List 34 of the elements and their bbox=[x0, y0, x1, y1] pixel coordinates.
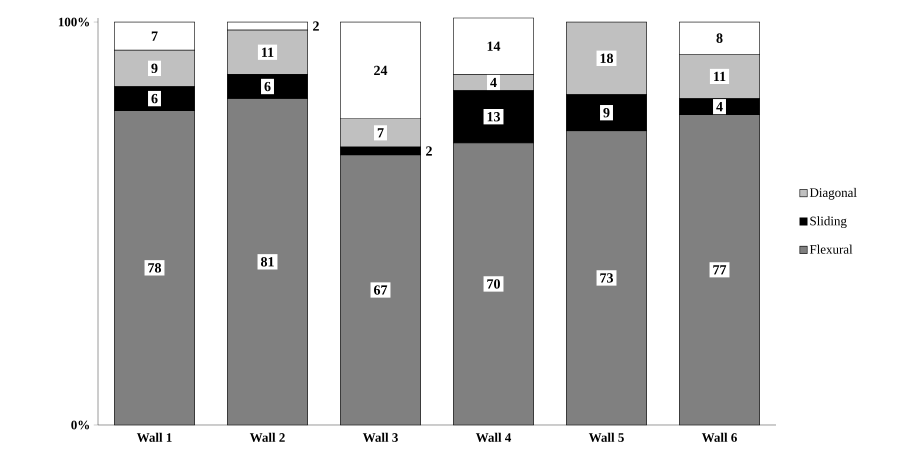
x-tick-label: Wall 5 bbox=[588, 432, 624, 442]
data-label: 6 bbox=[264, 82, 271, 92]
data-label: 7 bbox=[152, 32, 158, 41]
data-label: 11 bbox=[714, 72, 726, 82]
x-tick-label: Wall 1 bbox=[136, 432, 172, 442]
data-label: 8 bbox=[716, 33, 723, 43]
x-tick-label: Wall 4 bbox=[476, 432, 512, 442]
data-label: 7 bbox=[378, 128, 384, 138]
data-label: 18 bbox=[600, 54, 614, 64]
data-label: 77 bbox=[713, 265, 726, 274]
data-label: 9 bbox=[151, 64, 158, 74]
data-label: 9 bbox=[603, 108, 610, 118]
data-label: 78 bbox=[148, 263, 162, 273]
legend-label: Diagonal bbox=[810, 188, 857, 200]
data-label: 14 bbox=[488, 42, 500, 51]
data-label: 24 bbox=[374, 66, 388, 75]
x-tick-label: Wall 2 bbox=[250, 432, 285, 442]
data-label: 4 bbox=[490, 78, 497, 88]
data-label: 13 bbox=[488, 112, 500, 122]
legend-label: Flexural bbox=[810, 244, 852, 254]
data-label: 70 bbox=[487, 279, 500, 289]
x-tick-label: Wall 3 bbox=[362, 432, 398, 442]
data-label: 2 bbox=[313, 21, 319, 31]
data-label: 81 bbox=[261, 257, 274, 267]
data-label: 67 bbox=[374, 285, 388, 295]
data-label: 4 bbox=[716, 102, 723, 112]
y-tick-label: 0% bbox=[71, 420, 90, 430]
y-tick-label: 100% bbox=[58, 18, 90, 26]
data-label: 73 bbox=[600, 273, 614, 283]
legend-label: Sliding bbox=[810, 216, 847, 228]
data-label: 2 bbox=[426, 146, 432, 156]
data-label: 11 bbox=[262, 48, 274, 57]
x-tick-label: Wall 6 bbox=[702, 432, 737, 442]
data-label: 6 bbox=[152, 94, 158, 104]
